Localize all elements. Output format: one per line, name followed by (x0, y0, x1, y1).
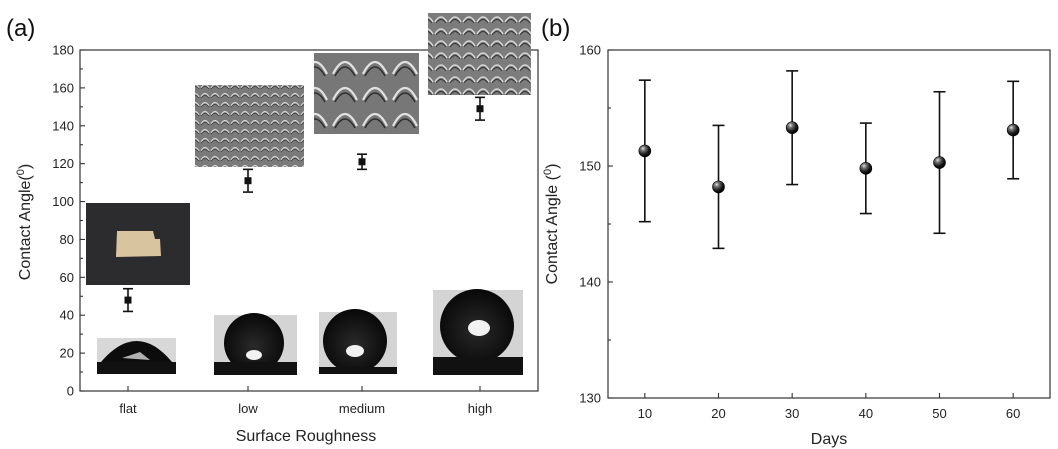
sample-photo-inset (86, 203, 190, 285)
data-point-medium (357, 153, 367, 171)
sem-low-inset (195, 85, 304, 167)
x-tick-label: 10 (638, 406, 652, 421)
y-tick-label: 180 (52, 43, 74, 58)
square-marker (124, 296, 132, 304)
sem-medium-inset (314, 53, 419, 134)
data-point-flat (123, 287, 133, 313)
y-tick-label: 140 (579, 275, 601, 290)
data-point-day-40 (859, 122, 873, 215)
x-tick-label: flat (119, 401, 137, 416)
panel-a-y-axis: 0 20 40 60 80 100 120 140 160 180 (52, 43, 85, 399)
data-point-high (475, 96, 485, 121)
square-marker (358, 158, 366, 166)
y-tick-label: 150 (579, 159, 601, 174)
panel-a-x-axis: flat low medium high (119, 386, 492, 416)
x-tick-label: 40 (859, 406, 873, 421)
panel-a-y-axis-title: Contact Angle(0) (15, 164, 34, 280)
panel-a-x-axis-title: Surface Roughness (236, 428, 377, 445)
sphere-marker (785, 121, 799, 135)
y-tick-label: 140 (52, 118, 74, 133)
square-marker (244, 177, 252, 185)
data-point-day-30 (785, 70, 799, 186)
droplet-low-inset (214, 313, 297, 375)
panel-a-insets (86, 13, 531, 375)
x-tick-label: 30 (785, 406, 799, 421)
x-tick-label: high (468, 401, 493, 416)
square-marker (476, 105, 484, 113)
droplet-medium-inset (319, 309, 397, 374)
data-point-day-20 (712, 124, 725, 250)
sphere-marker (712, 180, 725, 194)
y-tick-label: 20 (60, 346, 74, 361)
droplet-high-inset (433, 289, 523, 375)
panel-b-plot-frame (607, 49, 1051, 399)
sphere-marker (1006, 123, 1020, 137)
y-tick-label: 100 (52, 194, 74, 209)
x-tick-label: 20 (711, 406, 725, 421)
y-tick-label: 0 (67, 384, 74, 399)
sphere-marker (859, 162, 873, 175)
sem-high-inset (428, 13, 531, 95)
x-tick-label: 60 (1006, 406, 1020, 421)
sphere-marker (933, 156, 946, 169)
x-tick-label: medium (339, 401, 385, 416)
sphere-marker (638, 144, 652, 158)
panel-b-data-series (638, 70, 1020, 250)
panel-b-y-axis: 130 140 150 160 (579, 43, 613, 406)
panel-b-y-axis-title: Contact Angle (0) (542, 164, 561, 285)
data-point-low (243, 168, 253, 193)
panel-b: (b) 130 140 150 160 10 20 30 40 50 60 Days Conta… (541, 15, 1051, 448)
panel-b-x-axis-title: Days (811, 431, 847, 448)
y-tick-label: 160 (52, 80, 74, 95)
panel-b-label: (b) (541, 15, 570, 42)
data-point-day-50 (933, 90, 946, 235)
y-tick-label: 120 (52, 156, 74, 171)
x-tick-label: 50 (932, 406, 946, 421)
droplet-flat-inset (97, 338, 176, 374)
y-tick-label: 80 (60, 232, 74, 247)
y-tick-label: 40 (60, 308, 74, 323)
panel-a: (a) 0 20 40 60 80 100 120 140 160 180 flat low medi… (6, 13, 539, 445)
y-tick-label: 60 (60, 270, 74, 285)
x-tick-label: low (238, 401, 258, 416)
y-tick-label: 130 (579, 391, 601, 406)
data-point-day-10 (638, 79, 652, 223)
panel-a-data-series (123, 96, 485, 313)
panel-b-x-axis: 10 20 30 40 50 60 (638, 393, 1020, 421)
data-point-day-60 (1006, 80, 1020, 180)
panel-a-label: (a) (6, 15, 35, 42)
y-tick-label: 160 (579, 43, 601, 58)
